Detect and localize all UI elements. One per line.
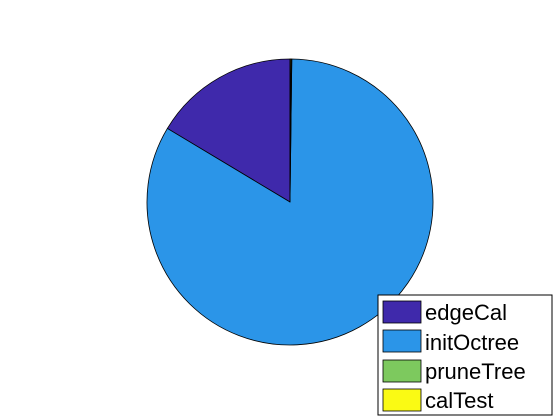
pie-slice-initOctree — [146, 58, 434, 346]
pie-slice-calTest — [289, 58, 292, 203]
legend-label-edgeCal: edgeCal — [425, 300, 507, 325]
legend-swatch-pruneTree — [382, 359, 422, 383]
legend-swatch-calTest — [382, 388, 422, 412]
pie-slices — [146, 58, 434, 346]
legend-label-calTest: calTest — [425, 388, 493, 413]
legend: edgeCal initOctree pruneTree calTest — [377, 294, 553, 416]
pie-slice-edgeCal — [166, 58, 291, 203]
legend-swatch-edgeCal — [382, 300, 422, 324]
legend-label-initOctree: initOctree — [425, 330, 519, 355]
legend-label-pruneTree: pruneTree — [425, 359, 526, 384]
legend-swatch-initOctree — [382, 329, 422, 353]
